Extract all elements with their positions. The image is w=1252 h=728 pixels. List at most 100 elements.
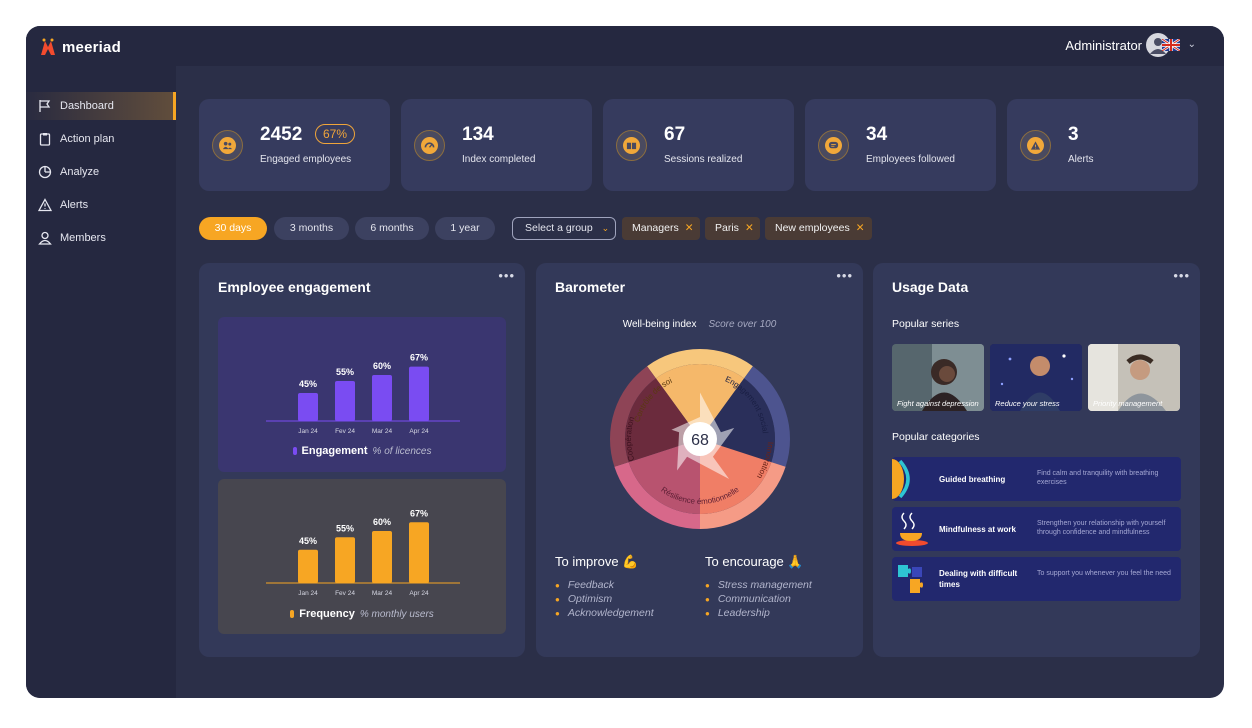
kpi-index-completed[interactable]: 134 Index completed xyxy=(401,99,592,191)
warning-icon xyxy=(38,198,52,212)
user-name[interactable]: Administrator xyxy=(1065,38,1142,53)
segment-ring xyxy=(744,366,790,467)
group-select[interactable]: Select a group ⌄ xyxy=(512,217,616,240)
score-circle xyxy=(683,422,717,456)
kpi-sessions-realized[interactable]: 67 Sessions realized xyxy=(603,99,794,191)
meeriad-logo-icon xyxy=(41,38,55,55)
bar xyxy=(409,522,429,583)
chip-label: Managers xyxy=(632,222,679,234)
tick-label: Jan 24 xyxy=(298,590,318,597)
series-thumbnail xyxy=(1088,344,1180,411)
data-label: 45% xyxy=(299,536,317,546)
sidebar-item-alerts[interactable]: Alerts xyxy=(26,191,176,219)
tick-label: Jan 24 xyxy=(298,428,318,435)
frequency-chart: 45% Jan 24 55% Fev 24 60% Mar 24 67% Apr 24 Fre… xyxy=(218,479,506,634)
chevron-down-icon[interactable]: ⌄ xyxy=(1187,39,1196,50)
data-label: 45% xyxy=(299,379,317,389)
popular-series-title: Popular series xyxy=(892,318,960,330)
legend-swatch xyxy=(292,447,297,456)
filter-chip-managers[interactable]: Managers ✕ xyxy=(622,217,700,240)
series-card[interactable]: Reduce your stress xyxy=(990,344,1082,411)
period-30-days[interactable]: 30 days xyxy=(199,217,267,240)
category-title: Mindfulness at work xyxy=(939,525,1016,534)
logo[interactable]: meeriad xyxy=(40,37,121,57)
popular-categories-title: Popular categories xyxy=(892,431,980,443)
category-card[interactable]: Mindfulness at work Strengthen your rela… xyxy=(892,507,1181,551)
bar xyxy=(298,549,318,583)
sidebar-item-analyze[interactable]: Analyze xyxy=(26,158,176,186)
kpi-label: Index completed xyxy=(462,154,536,165)
series-label: Priority management xyxy=(1093,399,1163,408)
people-icon xyxy=(212,130,243,161)
tick-label: Mar 24 xyxy=(372,590,393,597)
series-label: Fight against depression xyxy=(897,399,979,408)
bar xyxy=(335,381,355,421)
category-card[interactable]: Dealing with difficult times To support … xyxy=(892,557,1181,601)
legend-unit: % monthly users xyxy=(359,609,434,620)
sidebar-item-label: Analyze xyxy=(60,166,100,178)
chip-label: Paris xyxy=(715,222,739,234)
legend-swatch xyxy=(290,610,295,619)
bar xyxy=(335,537,355,583)
bar xyxy=(372,531,392,583)
data-label: 67% xyxy=(410,353,428,363)
brand-name: meeriad xyxy=(62,38,121,56)
series-card[interactable]: Priority management xyxy=(1088,344,1180,411)
more-icon[interactable]: ••• xyxy=(1173,268,1190,283)
uk-flag-icon[interactable] xyxy=(1162,39,1180,51)
kpi-value: 67 xyxy=(664,124,686,145)
more-icon[interactable]: ••• xyxy=(498,268,515,283)
top-bar: Administrator ⌄ xyxy=(176,26,1224,66)
series-card[interactable]: Fight against depression xyxy=(892,344,984,411)
bar xyxy=(372,375,392,421)
series-thumbnail xyxy=(892,344,984,411)
score-value: 68 xyxy=(691,432,709,449)
segment-ring xyxy=(610,366,656,467)
list-item-label: Optimism xyxy=(567,593,613,605)
sidebar-item-members[interactable]: Members xyxy=(26,224,176,252)
kpi-label: Sessions realized xyxy=(664,154,743,165)
usage-data-card: Usage Data ••• Popular series Fight agai… xyxy=(873,263,1200,657)
tea-cup-icon xyxy=(896,512,928,546)
segment-label: Coopération xyxy=(624,416,636,463)
list-item: ● Communication xyxy=(705,593,791,605)
engagement-bar-chart: 45% Jan 24 55% Fev 24 60% Mar 24 67% Apr 24 xyxy=(266,353,460,435)
kpi-value: 134 xyxy=(462,124,494,145)
kpi-engaged-employees[interactable]: 2452 67% Engaged employees xyxy=(199,99,390,191)
frequency-bar-chart: 45% Jan 24 55% Fev 24 60% Mar 24 67% Apr 24 xyxy=(266,508,460,597)
kpi-label: Alerts xyxy=(1068,154,1094,165)
tick-label: Fev 24 xyxy=(335,590,355,597)
close-icon[interactable]: ✕ xyxy=(855,222,865,234)
filter-chip-paris[interactable]: Paris ✕ xyxy=(705,217,760,240)
card-title: Employee engagement xyxy=(218,279,371,295)
tick-label: Apr 24 xyxy=(409,590,429,597)
chat-icon xyxy=(818,130,849,161)
filter-chip-new-employees[interactable]: New employees ✕ xyxy=(765,217,872,240)
series-label: Reduce your stress xyxy=(995,399,1060,408)
category-card[interactable]: Guided breathing Find calm and tranquili… xyxy=(892,457,1181,501)
list-item: ● Optimism xyxy=(555,593,613,605)
sidebar-nav: Dashboard Action plan Analyze Alerts Mem… xyxy=(26,92,176,257)
sidebar-item-dashboard[interactable]: Dashboard xyxy=(26,92,176,120)
card-title: Usage Data xyxy=(892,279,969,295)
app-window: meeriad Dashboard Action plan Analyze Al… xyxy=(26,26,1224,698)
list-item-label: Stress management xyxy=(717,579,812,591)
sidebar-item-action-plan[interactable]: Action plan xyxy=(26,125,176,153)
category-desc: To support you whenever you feel the nee… xyxy=(1037,570,1171,577)
close-icon[interactable]: ✕ xyxy=(684,222,694,234)
list-item: ● Leadership xyxy=(705,607,770,619)
series-thumbnail xyxy=(990,344,1082,411)
segment-wedge xyxy=(700,439,772,514)
sidebar: meeriad Dashboard Action plan Analyze Al… xyxy=(26,26,176,698)
list-item-label: Leadership xyxy=(717,607,770,619)
close-icon[interactable]: ✕ xyxy=(744,222,754,234)
kpi-employees-followed[interactable]: 34 Employees followed xyxy=(805,99,996,191)
kpi-alerts[interactable]: 3 Alerts xyxy=(1007,99,1198,191)
data-label: 55% xyxy=(336,523,354,533)
category-title: Dealing with difficult times xyxy=(939,569,1018,589)
period-6-months[interactable]: 6 months xyxy=(355,217,429,240)
period-3-months[interactable]: 3 months xyxy=(274,217,349,240)
period-1-year[interactable]: 1 year xyxy=(435,217,495,240)
more-icon[interactable]: ••• xyxy=(836,268,853,283)
